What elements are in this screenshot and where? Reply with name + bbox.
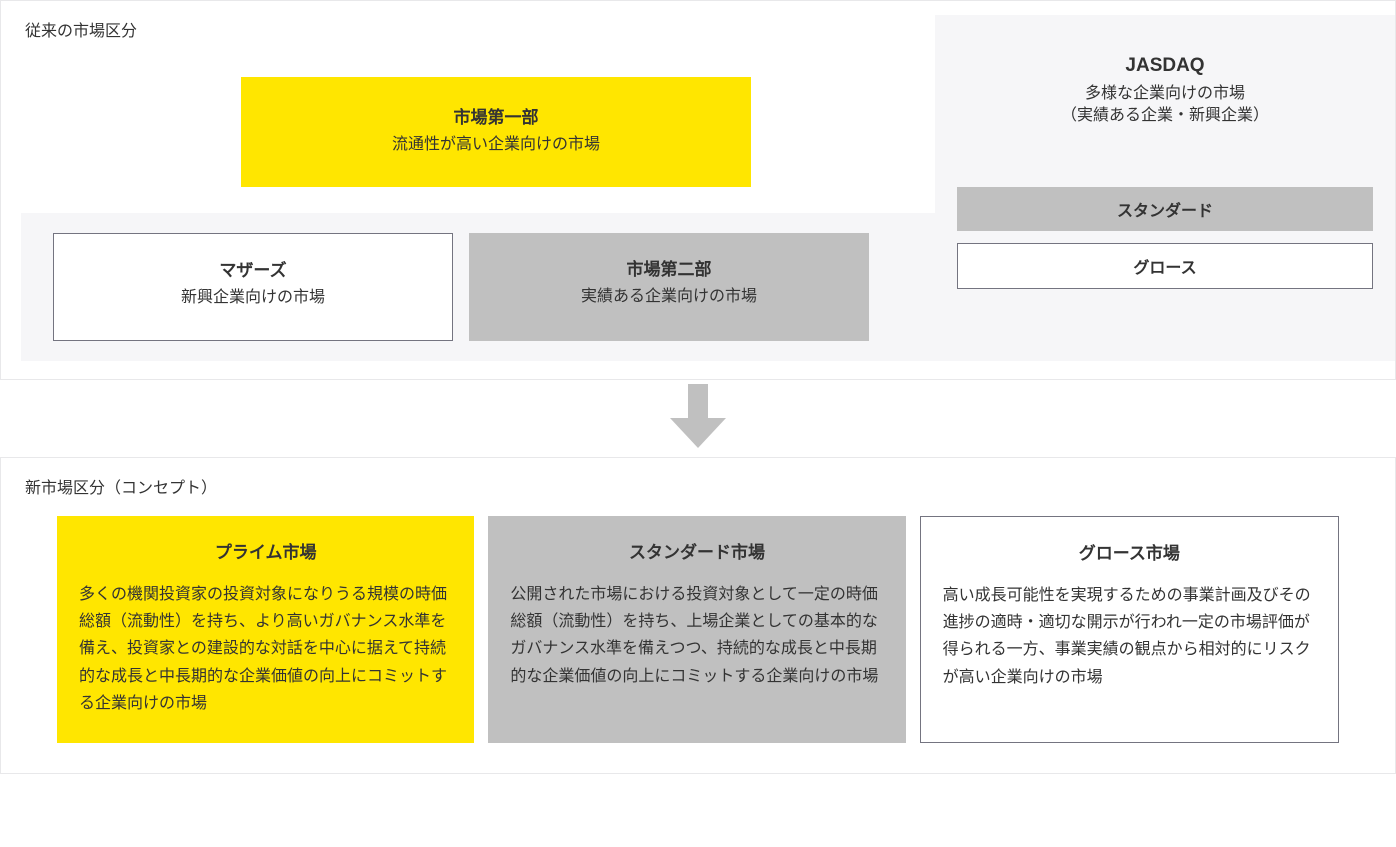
first-section-desc: 流通性が高い企業向けの市場 bbox=[241, 134, 751, 156]
second-section-desc: 実績ある企業向けの市場 bbox=[469, 286, 869, 308]
new-markets-title: 新市場区分（コンセプト） bbox=[1, 458, 1395, 498]
prime-market-desc: 多くの機関投資家の投資対象になりうる規模の時価総額（流動性）を持ち、より高いガバ… bbox=[79, 581, 452, 717]
jasdaq-desc1: 多様な企業向けの市場 bbox=[957, 83, 1373, 105]
prime-market-box: プライム市場 多くの機関投資家の投資対象になりうる規模の時価総額（流動性）を持ち… bbox=[57, 516, 474, 743]
jasdaq-growth-box: グロース bbox=[957, 243, 1373, 289]
growth-market-box: グロース市場 高い成長可能性を実現するための事業計画及びその進捗の適時・適切な開… bbox=[920, 516, 1339, 743]
legacy-markets-panel: 従来の市場区分 市場第一部 流通性が高い企業向けの市場 マザーズ 新興企業向けの… bbox=[0, 0, 1396, 380]
growth-market-title: グロース市場 bbox=[943, 539, 1316, 564]
prime-market-title: プライム市場 bbox=[79, 538, 452, 563]
jasdaq-desc2: （実績ある企業・新興企業） bbox=[957, 105, 1373, 127]
standard-market-desc: 公開された市場における投資対象として一定の時価総額（流動性）を持ち、上場企業とし… bbox=[510, 581, 883, 690]
standard-market-box: スタンダード市場 公開された市場における投資対象として一定の時価総額（流動性）を… bbox=[488, 516, 905, 743]
jasdaq-standard-box: スタンダード bbox=[957, 187, 1373, 231]
jasdaq-box: JASDAQ 多様な企業向けの市場 （実績ある企業・新興企業） スタンダード グ… bbox=[935, 15, 1395, 361]
growth-market-desc: 高い成長可能性を実現するための事業計画及びその進捗の適時・適切な開示が行われ一定… bbox=[943, 582, 1316, 691]
transition-arrow bbox=[0, 380, 1396, 457]
legacy-markets-body: 市場第一部 流通性が高い企業向けの市場 マザーズ 新興企業向けの市場 市場第二部… bbox=[1, 41, 1395, 381]
first-section-box: 市場第一部 流通性が高い企業向けの市場 bbox=[241, 77, 751, 187]
down-arrow-icon bbox=[670, 384, 726, 448]
mothers-desc: 新興企業向けの市場 bbox=[54, 287, 452, 309]
mothers-box: マザーズ 新興企業向けの市場 bbox=[53, 233, 453, 341]
first-section-title: 市場第一部 bbox=[241, 103, 751, 128]
new-markets-body: プライム市場 多くの機関投資家の投資対象になりうる規模の時価総額（流動性）を持ち… bbox=[1, 498, 1395, 773]
standard-market-title: スタンダード市場 bbox=[510, 538, 883, 563]
mothers-title: マザーズ bbox=[54, 256, 452, 281]
jasdaq-title: JASDAQ bbox=[957, 55, 1373, 77]
second-section-box: 市場第二部 実績ある企業向けの市場 bbox=[469, 233, 869, 341]
second-section-title: 市場第二部 bbox=[469, 255, 869, 280]
new-markets-panel: 新市場区分（コンセプト） プライム市場 多くの機関投資家の投資対象になりうる規模… bbox=[0, 457, 1396, 774]
